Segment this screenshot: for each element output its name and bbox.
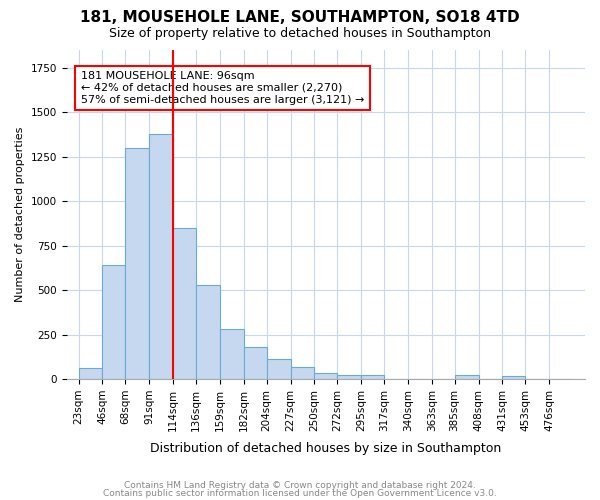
Bar: [314, 373, 337, 379]
Text: Contains HM Land Registry data © Crown copyright and database right 2024.: Contains HM Land Registry data © Crown c…: [124, 481, 476, 490]
Bar: [149, 134, 173, 379]
Bar: [502, 376, 525, 379]
Bar: [455, 376, 479, 379]
Bar: [361, 376, 384, 379]
Bar: [125, 148, 149, 379]
Bar: [290, 368, 314, 379]
Bar: [220, 329, 244, 379]
Text: 181 MOUSEHOLE LANE: 96sqm
← 42% of detached houses are smaller (2,270)
57% of se: 181 MOUSEHOLE LANE: 96sqm ← 42% of detac…: [80, 72, 364, 104]
Bar: [103, 265, 125, 379]
Bar: [244, 347, 266, 379]
Text: 181, MOUSEHOLE LANE, SOUTHAMPTON, SO18 4TD: 181, MOUSEHOLE LANE, SOUTHAMPTON, SO18 4…: [80, 10, 520, 25]
Bar: [173, 228, 196, 379]
X-axis label: Distribution of detached houses by size in Southampton: Distribution of detached houses by size …: [150, 442, 502, 455]
Y-axis label: Number of detached properties: Number of detached properties: [15, 127, 25, 302]
Bar: [266, 360, 290, 379]
Bar: [337, 374, 361, 379]
Bar: [196, 285, 220, 379]
Bar: [79, 368, 103, 379]
Text: Size of property relative to detached houses in Southampton: Size of property relative to detached ho…: [109, 28, 491, 40]
Text: Contains public sector information licensed under the Open Government Licence v3: Contains public sector information licen…: [103, 488, 497, 498]
